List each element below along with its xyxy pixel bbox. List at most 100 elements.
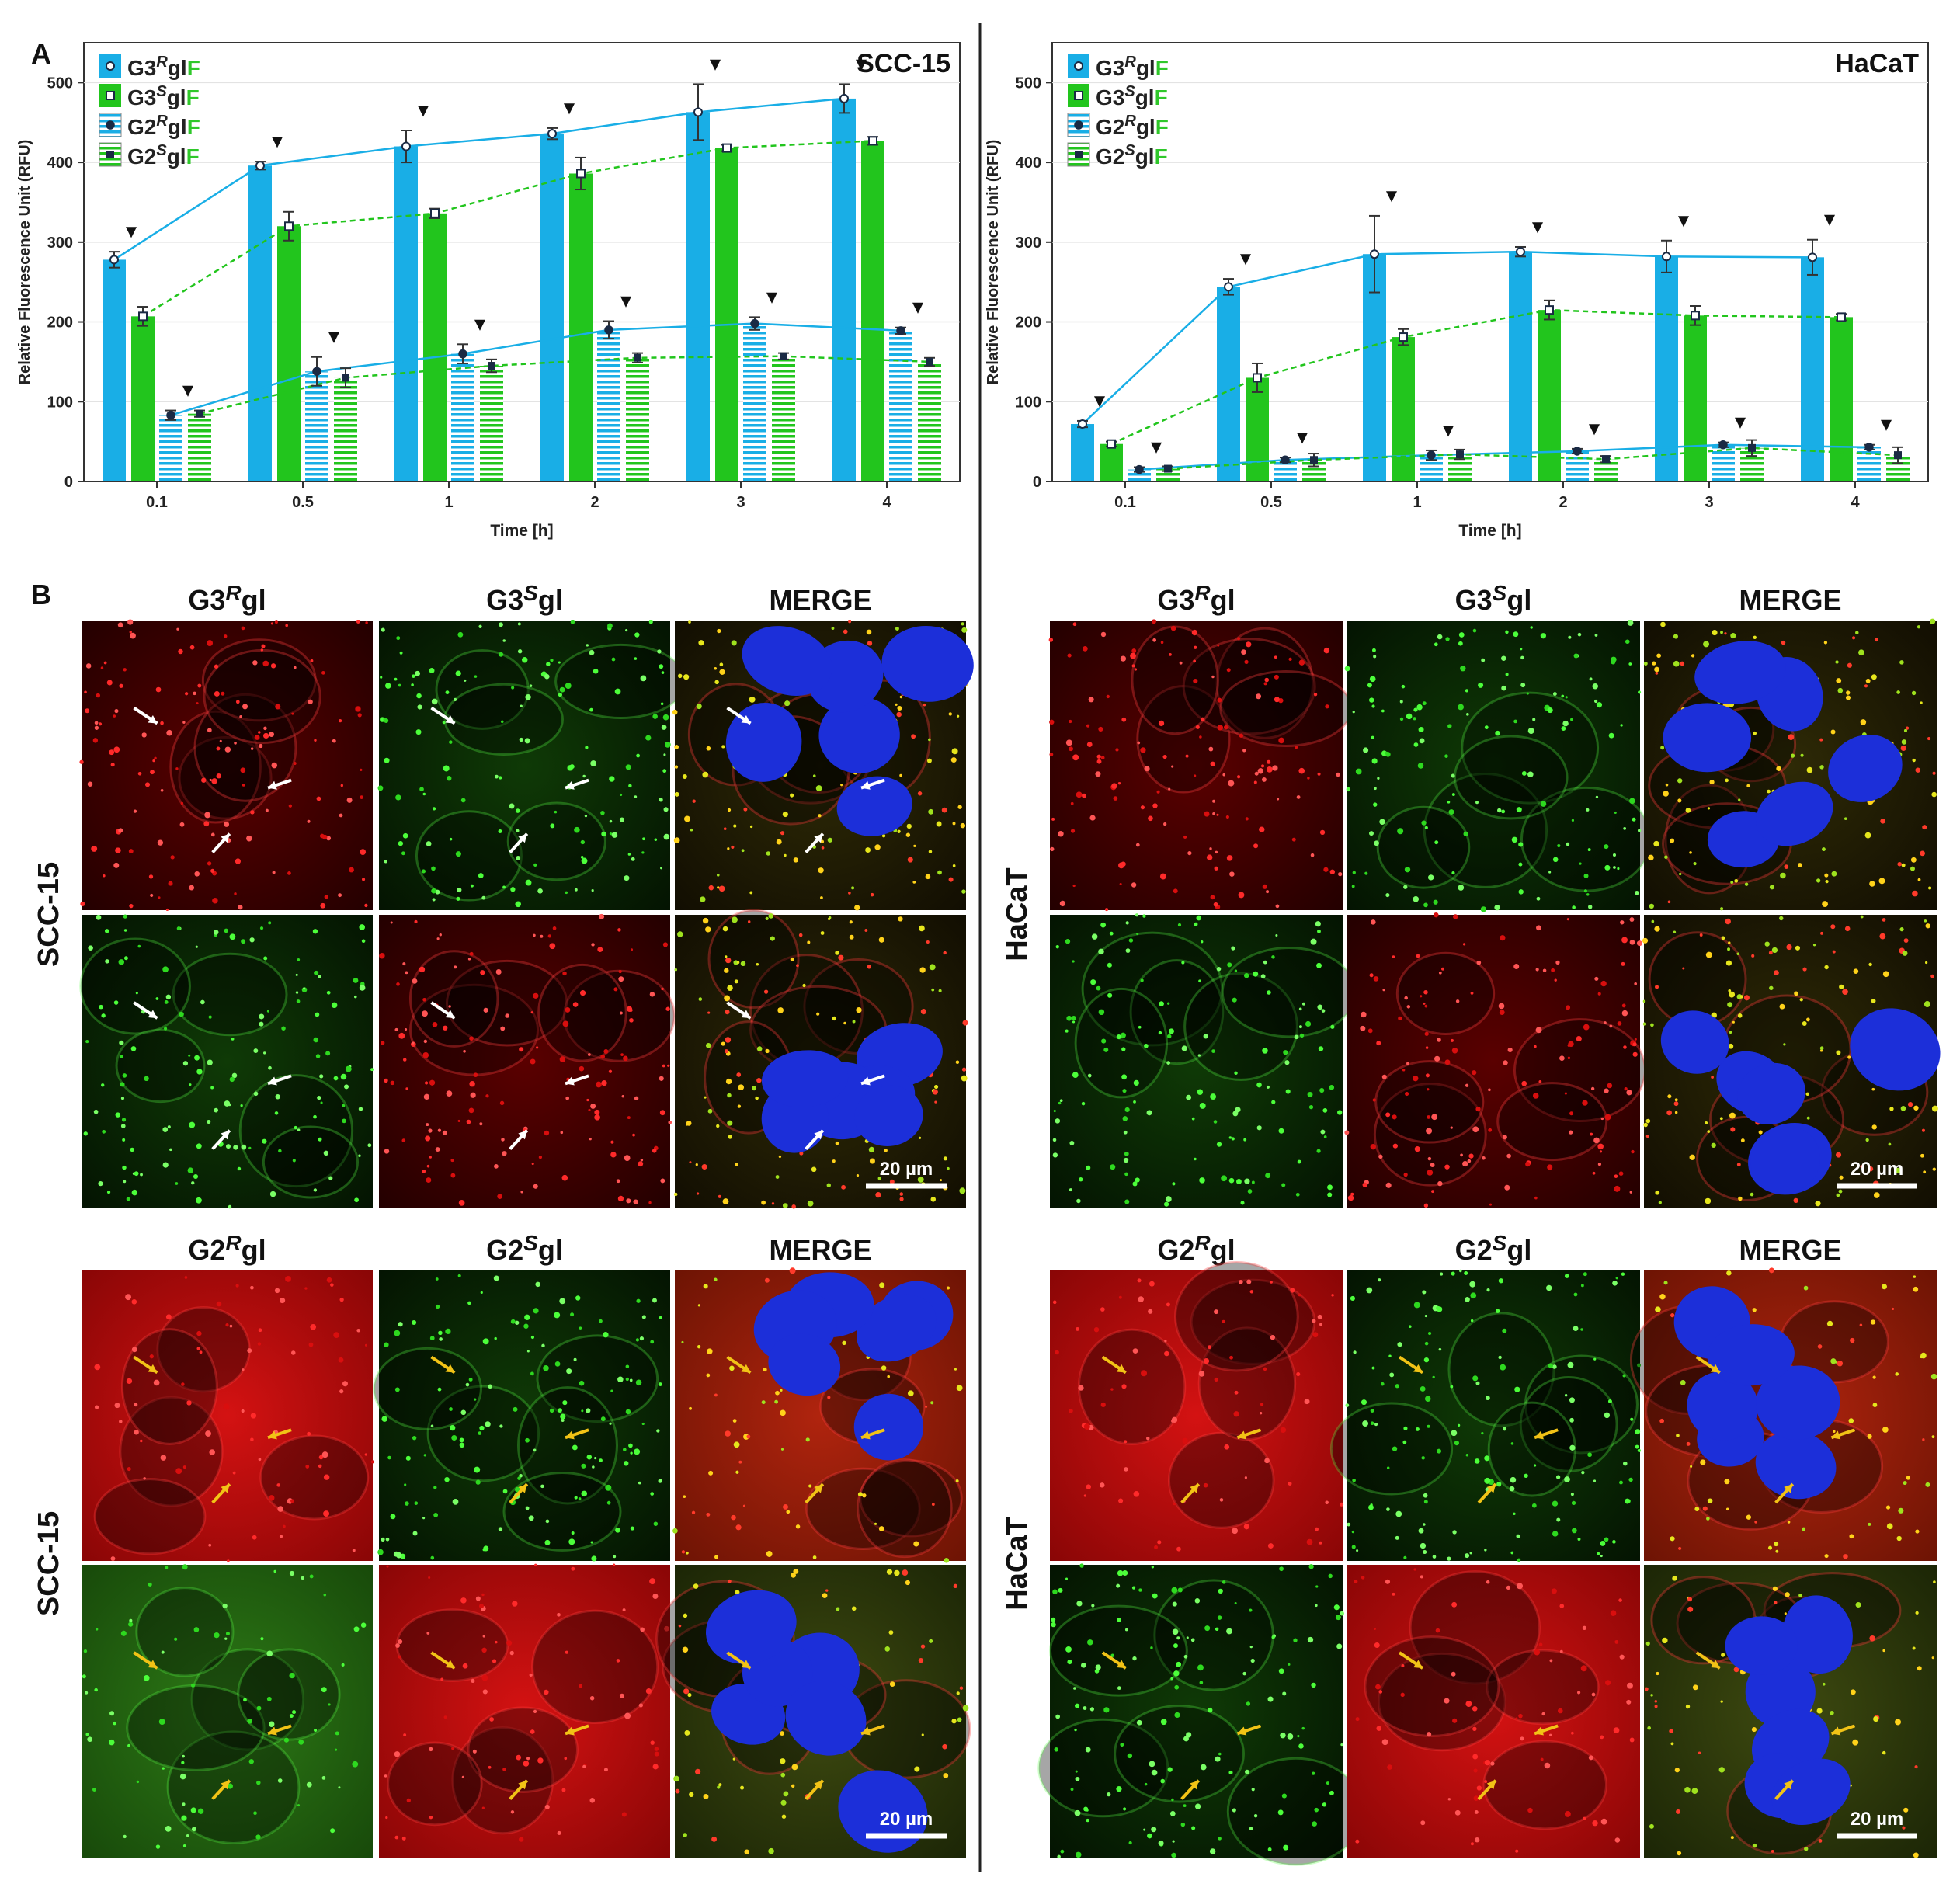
punctum	[1177, 923, 1182, 927]
punctum	[315, 1012, 320, 1017]
punctum	[1924, 919, 1927, 923]
punctum	[737, 1104, 742, 1108]
punctum	[353, 978, 359, 983]
punctum	[412, 674, 415, 678]
punctum	[816, 1012, 820, 1016]
punctum	[1595, 795, 1599, 799]
micrograph-red-panel	[379, 913, 676, 1208]
punctum	[1932, 771, 1936, 775]
punctum	[784, 700, 791, 707]
data-point	[547, 129, 557, 139]
punctum	[933, 1085, 939, 1090]
punctum	[269, 1191, 276, 1197]
punctum	[1496, 1482, 1502, 1487]
punctum	[297, 958, 301, 961]
punctum	[1771, 947, 1778, 954]
punctum	[1146, 1436, 1150, 1441]
punctum	[1169, 1811, 1176, 1816]
punctum	[232, 1471, 236, 1475]
punctum	[1307, 1636, 1314, 1643]
punctum	[889, 1681, 895, 1688]
punctum	[1837, 1360, 1844, 1367]
punctum	[628, 1443, 633, 1448]
punctum	[1374, 1642, 1380, 1649]
punctum	[422, 1051, 429, 1058]
punctum	[1319, 1541, 1322, 1545]
punctum	[1472, 1375, 1479, 1382]
punctum	[457, 631, 464, 638]
punctum	[342, 1104, 346, 1107]
punctum	[596, 1081, 602, 1088]
punctum	[639, 1336, 645, 1341]
punctum	[1812, 944, 1816, 947]
punctum	[1799, 998, 1803, 1002]
punctum	[723, 827, 727, 831]
punctum	[1086, 1484, 1091, 1489]
punctum	[467, 1301, 471, 1305]
punctum	[1256, 1082, 1262, 1088]
punctum	[724, 968, 729, 973]
cell-outline	[1174, 1260, 1299, 1372]
row-label: SCC-15	[33, 1511, 65, 1616]
y-tick-label: 100	[47, 394, 73, 411]
punctum	[721, 745, 725, 749]
punctum	[1538, 1080, 1542, 1083]
punctum	[1378, 1278, 1381, 1282]
punctum	[1423, 1500, 1428, 1504]
micrograph-background	[379, 915, 670, 1208]
punctum	[928, 738, 931, 742]
punctum	[1554, 978, 1557, 982]
punctum	[1652, 661, 1656, 666]
punctum	[955, 1060, 960, 1064]
punctum	[661, 671, 665, 674]
punctum	[1670, 1312, 1675, 1318]
punctum	[398, 1322, 403, 1327]
punctum	[1505, 673, 1509, 676]
punctum	[648, 620, 653, 624]
punctum	[289, 1714, 294, 1719]
punctum	[1837, 687, 1844, 693]
punctum	[1655, 1306, 1661, 1312]
punctum	[502, 639, 506, 642]
punctum	[1649, 1823, 1654, 1829]
punctum	[1888, 1142, 1892, 1146]
punctum	[1743, 995, 1750, 1001]
data-point	[255, 161, 265, 171]
punctum	[574, 826, 580, 833]
punctum	[419, 787, 424, 792]
punctum	[1206, 854, 1213, 860]
punctum	[422, 997, 426, 1002]
punctum	[1137, 741, 1141, 745]
bar-g2rglf	[305, 371, 328, 481]
punctum	[426, 1164, 430, 1168]
punctum	[1212, 812, 1215, 815]
punctum	[1580, 1665, 1587, 1672]
punctum	[1065, 1029, 1069, 1033]
punctum	[948, 877, 954, 882]
punctum	[1369, 697, 1374, 703]
punctum	[1123, 1807, 1127, 1811]
punctum	[1427, 1088, 1430, 1091]
punctum	[181, 1382, 185, 1386]
punctum	[432, 1022, 438, 1027]
punctum	[1048, 638, 1054, 642]
punctum	[1149, 1281, 1155, 1287]
punctum	[429, 1815, 433, 1820]
punctum	[1634, 982, 1638, 985]
punctum	[1242, 749, 1246, 753]
punctum	[1924, 961, 1928, 965]
punctum	[1613, 1727, 1620, 1733]
punctum	[937, 870, 942, 875]
punctum	[557, 1612, 561, 1617]
punctum	[1399, 700, 1403, 704]
punctum	[1450, 1038, 1454, 1042]
punctum	[1842, 989, 1848, 996]
punctum	[148, 874, 154, 879]
punctum	[450, 1173, 456, 1178]
punctum	[1065, 1577, 1069, 1580]
punctum	[843, 629, 848, 634]
punctum	[182, 1844, 186, 1847]
punctum	[657, 649, 662, 654]
punctum	[1593, 1357, 1597, 1361]
punctum	[1870, 1319, 1876, 1325]
